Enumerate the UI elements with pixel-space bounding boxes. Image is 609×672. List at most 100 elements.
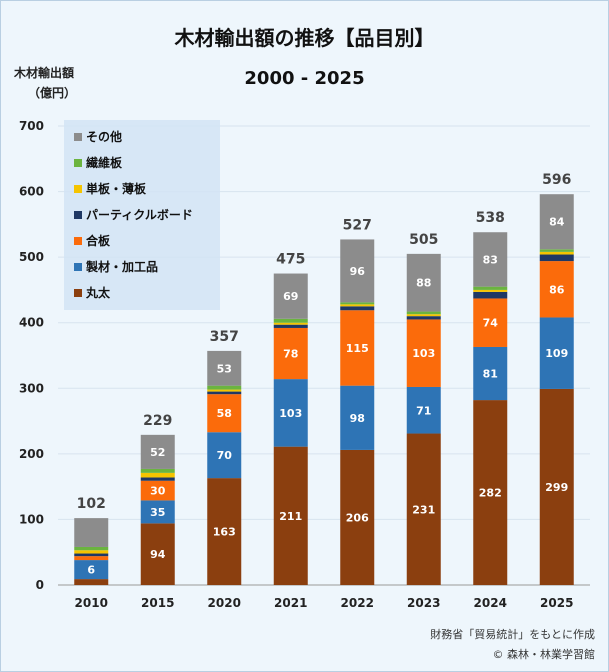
total-label-2015: 229 [143,413,172,429]
legend-item-丸太: 丸太 [74,284,110,301]
y-axis-unit: （億円） [28,86,77,100]
bar-segment-2022-その他 [340,239,375,303]
y-tick-label-600: 600 [19,185,44,199]
data-label-2021-丸太: 211 [279,510,302,523]
legend-swatch [74,236,82,245]
data-label-2024-製材・加工品: 81 [483,368,498,381]
total-label-2024: 538 [476,210,505,226]
legend-swatch [74,132,82,141]
bar-segment-2024-合板 [473,298,508,347]
bar-segment-2015-製材・加工品 [140,500,175,524]
bar-segment-2015-丸太 [140,523,175,585]
bar-segment-2021-単板・薄板 [273,322,308,325]
bar-segment-2010-繊維板 [74,546,109,551]
data-label-2022-その他: 96 [350,265,366,278]
data-label-2021-製材・加工品: 103 [279,407,302,420]
y-tick-label-200: 200 [19,447,44,461]
bar-segment-2021-丸太 [273,446,308,585]
bar-segment-2020-単板・薄板 [207,389,242,392]
x-tick-label-2015: 2015 [141,596,174,610]
y-tick-label-300: 300 [19,381,44,395]
data-label-2015-丸太: 94 [150,548,166,561]
data-label-2025-丸太: 299 [545,481,568,494]
bar-segment-2023-単板・薄板 [406,314,441,317]
legend-swatch [74,262,82,271]
legend: その他繊維板単板・薄板パーティクルボード合板製材・加工品 丸太 [64,120,220,310]
legend-label: 繊維板 [86,156,123,170]
total-label-2025: 596 [542,172,571,188]
source-note: 財務省「貿易統計」をもとに作成 [430,628,595,641]
total-label-2023: 505 [409,232,438,248]
bar-segment-2022-繊維板 [340,302,375,305]
legend-label: その他 [86,130,123,144]
bar-segment-2020-その他 [207,350,242,386]
bar-segment-2023-合板 [406,319,441,387]
legend-item-製材・加工品: 製材・加工品 [74,258,158,275]
legend-swatch [74,158,82,167]
bar-segment-2025-繊維板 [539,249,574,252]
y-tick-label-700: 700 [19,119,44,133]
x-tick-label-2024: 2024 [474,596,507,610]
bar-segment-2022-製材・加工品 [340,385,375,450]
x-tick-label-2021: 2021 [274,596,307,610]
bar-segment-2020-パーティクルボード [207,391,242,395]
bar-segment-2022-単板・薄板 [340,304,375,307]
data-label-2023-製材・加工品: 71 [416,404,431,417]
bar-segment-2015-その他 [140,434,175,469]
copyright-note: © 森林・林業学習館 [492,648,596,661]
legend-item-合板: 合板 [74,232,110,249]
total-label-2010: 102 [77,496,106,512]
x-tick-label-2022: 2022 [341,596,374,610]
total-label-2021: 475 [276,252,305,268]
legend-label: 丸太 [86,286,111,300]
bar-segment-2024-パーティクルボード [473,291,508,299]
data-label-2023-合板: 103 [412,347,435,360]
bar-segment-2023-パーティクルボード [406,316,441,320]
data-label-2015-合板: 30 [150,485,166,498]
y-tick-label-0: 0 [36,578,44,592]
bar-segment-2025-その他 [539,194,574,250]
bar-segment-2010-製材・加工品 [74,560,109,580]
y-tick-label-500: 500 [19,250,44,264]
legend-label: 製材・加工品 [86,260,159,274]
y-tick-label-400: 400 [19,316,44,330]
bar-segment-2015-単板・薄板 [140,472,175,478]
x-tick-label-2020: 2020 [208,596,241,610]
bar-segment-2015-繊維板 [140,468,175,473]
legend-label: パーティクルボード [86,208,193,222]
bar-segment-2023-丸太 [406,433,441,585]
data-label-2015-製材・加工品: 35 [150,506,165,519]
bar-segment-2022-合板 [340,310,375,386]
y-tick-label-100: 100 [19,512,44,526]
data-label-2024-丸太: 282 [479,487,502,500]
data-label-2021-合板: 78 [283,348,298,361]
bar-segment-2025-製材・加工品 [539,317,574,389]
bar-segment-2010-丸太 [74,579,109,585]
bar-segment-2023-その他 [406,253,441,312]
legend-item-パーティクルボード: パーティクルボード [74,206,193,223]
bar-segment-2022-パーティクルボード [340,306,375,311]
legend-item-その他: その他 [74,128,122,145]
bar-segment-2024-単板・薄板 [473,289,508,292]
data-label-2023-その他: 88 [416,277,431,290]
data-label-2020-製材・加工品: 70 [217,449,233,462]
data-label-2022-製材・加工品: 98 [350,412,365,425]
x-tick-label-2025: 2025 [540,596,573,610]
data-label-2020-丸太: 163 [213,526,236,539]
bar-segment-2010-単板・薄板 [74,550,109,554]
bar-segment-2010-合板 [74,556,109,561]
bar-segment-2024-丸太 [473,400,508,585]
legend-swatch [74,288,82,297]
bar-segment-2021-合板 [273,327,308,380]
bar-segment-2025-合板 [539,261,574,318]
legend-label: 単板・薄板 [86,182,147,196]
bar-segment-2020-合板 [207,394,242,433]
legend-swatch [74,210,82,219]
data-label-2024-合板: 74 [483,317,499,330]
bar-segment-2020-丸太 [207,478,242,585]
total-label-2020: 357 [210,329,239,345]
bar-segment-2023-製材・加工品 [406,386,441,434]
bar-segment-2020-製材・加工品 [207,432,242,479]
data-label-2022-合板: 115 [346,342,369,355]
